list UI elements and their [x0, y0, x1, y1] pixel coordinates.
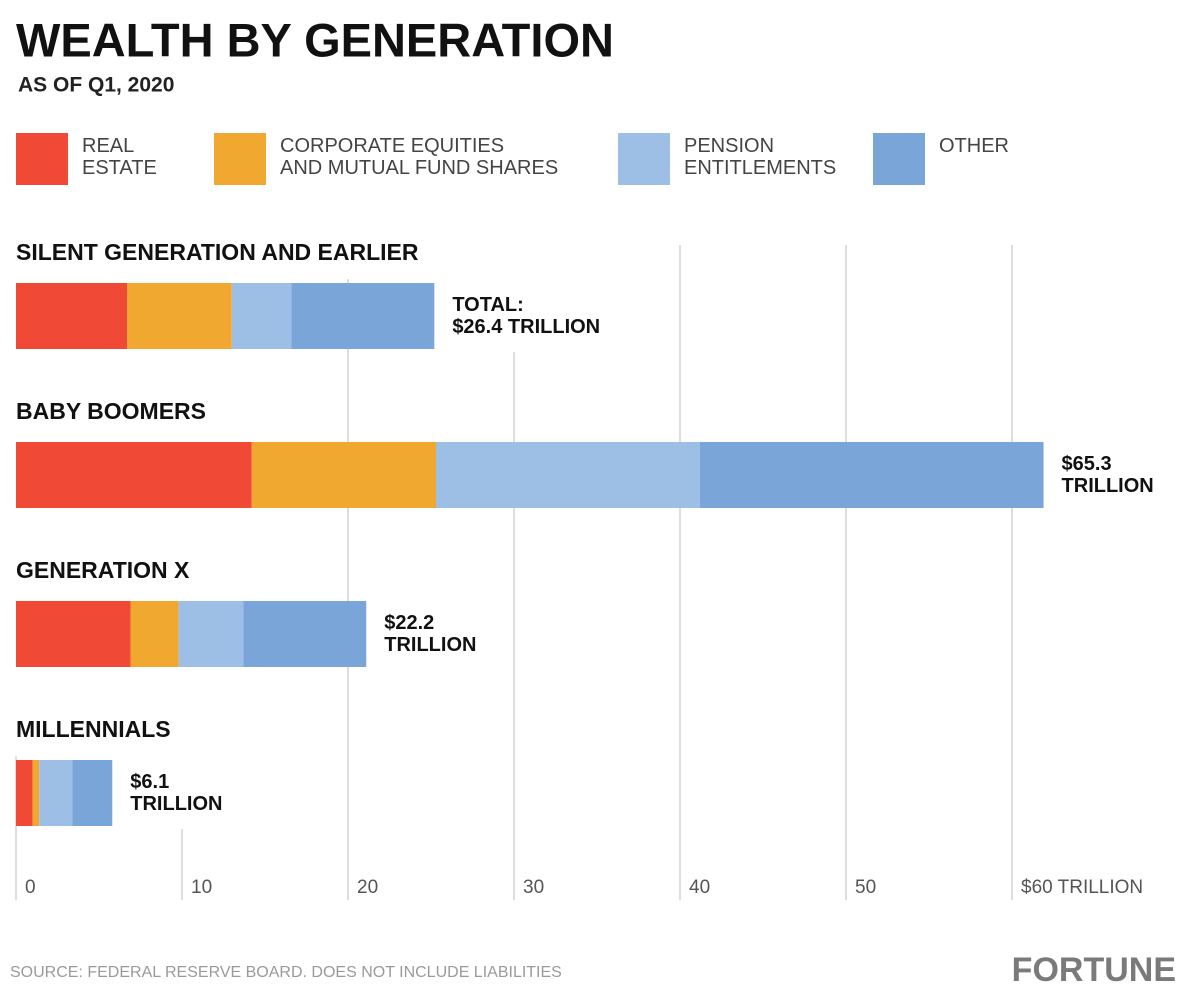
bar-segment — [39, 760, 73, 826]
legend-swatch — [618, 133, 670, 185]
bar-segment — [16, 601, 131, 667]
category-label: MILLENNIALS — [16, 716, 171, 742]
x-tick-label: 50 — [855, 877, 876, 898]
bar-segment — [243, 601, 367, 667]
legend-swatch — [16, 133, 68, 185]
bar-segment — [130, 601, 179, 667]
bar-segment — [16, 760, 33, 826]
bar-segment — [291, 283, 435, 349]
total-label: TOTAL: $26.4 TRILLION — [452, 294, 601, 338]
x-tick-label: $60 TRILLION — [1021, 877, 1143, 898]
bar-segment — [16, 442, 252, 508]
total-label: $6.1 TRILLION — [130, 771, 223, 815]
x-tick-label: 40 — [689, 877, 710, 898]
x-tick-label: 0 — [25, 877, 36, 898]
bar-segment — [435, 442, 700, 508]
legend-label: OTHER — [939, 135, 1009, 157]
category-label: BABY BOOMERS — [16, 398, 206, 424]
chart-subtitle: AS OF Q1, 2020 — [18, 74, 174, 97]
total-label: $65.3 TRILLION — [1061, 453, 1154, 497]
chart-title: WEALTH BY GENERATION — [16, 13, 614, 66]
x-tick-label: 10 — [191, 877, 212, 898]
bar-segment — [16, 283, 128, 349]
total-label: $22.2 TRILLION — [384, 612, 477, 656]
category-label: SILENT GENERATION AND EARLIER — [16, 239, 419, 265]
bar-segment — [32, 760, 40, 826]
bar-segment — [72, 760, 113, 826]
legend-label: CORPORATE EQUITIES AND MUTUAL FUND SHARE… — [280, 135, 559, 179]
legend-swatch — [214, 133, 266, 185]
legend-swatch — [873, 133, 925, 185]
bar-segment — [178, 601, 244, 667]
brand: FORTUNE — [1012, 951, 1176, 989]
legend-label: REAL ESTATE — [82, 135, 157, 179]
bar-segment — [231, 283, 292, 349]
bar-segment — [127, 283, 232, 349]
bar-segment — [699, 442, 1044, 508]
bar-segment — [251, 442, 436, 508]
category-label: GENERATION X — [16, 557, 190, 583]
legend-label: PENSION ENTITLEMENTS — [684, 135, 837, 179]
source-note: SOURCE: FEDERAL RESERVE BOARD. DOES NOT … — [10, 964, 562, 981]
x-tick-label: 20 — [357, 877, 378, 898]
x-tick-label: 30 — [523, 877, 544, 898]
